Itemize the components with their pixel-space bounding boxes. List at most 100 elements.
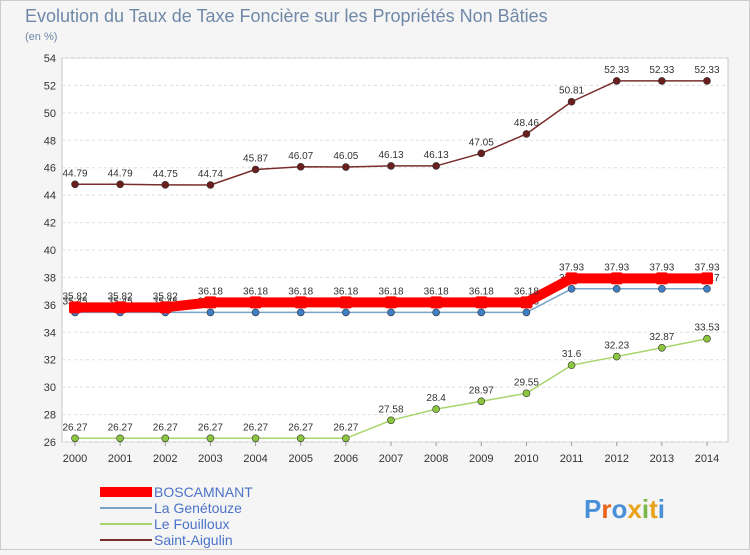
- y-tick-label: 52: [44, 80, 56, 92]
- data-point: [251, 308, 260, 317]
- x-tick-label: 2009: [469, 453, 493, 465]
- x-tick-label: 2013: [650, 453, 674, 465]
- data-point: [610, 272, 623, 285]
- x-tick-label: 2012: [604, 453, 628, 465]
- data-label: 52.33: [649, 65, 674, 76]
- logo-letter: t: [649, 494, 658, 524]
- data-label: 37.93: [604, 262, 629, 273]
- data-label: 26.27: [108, 422, 133, 433]
- x-tick-label: 2001: [108, 453, 132, 465]
- data-label: 52.33: [604, 65, 629, 76]
- data-point: [612, 352, 621, 361]
- y-tick-label: 36: [44, 300, 56, 312]
- data-point: [296, 434, 305, 443]
- data-point: [116, 180, 124, 189]
- data-label: 37.93: [649, 262, 674, 273]
- logo-letter: x: [627, 494, 642, 524]
- data-point: [161, 434, 170, 443]
- data-label: 36.18: [198, 286, 223, 297]
- data-label: 29.55: [514, 377, 539, 388]
- y-tick-label: 48: [44, 135, 56, 147]
- data-point: [342, 163, 350, 171]
- data-label: 47.05: [469, 137, 494, 148]
- logo-letter: o: [611, 494, 627, 524]
- data-point: [703, 285, 711, 293]
- data-point: [114, 301, 127, 314]
- y-tick-label: 26: [44, 437, 56, 449]
- x-tick-label: 2004: [243, 453, 267, 465]
- legend-label-le-fouilloux: Le Fouilloux: [154, 516, 230, 532]
- data-label: 32.87: [649, 332, 674, 343]
- x-tick-label: 2005: [288, 453, 312, 465]
- data-label: 46.05: [333, 151, 358, 162]
- data-point: [567, 361, 576, 370]
- data-point: [159, 301, 172, 314]
- data-label: 36.18: [333, 286, 358, 297]
- data-point: [161, 181, 170, 189]
- data-point: [658, 77, 666, 85]
- data-label: 33.53: [694, 323, 719, 334]
- series-boscamnant: 35.82 35.82 35.82 36.18 36.18 36.18 36.18 36.18…: [62, 262, 720, 314]
- data-point: [658, 343, 666, 352]
- data-point: [658, 285, 666, 293]
- data-label: 36.18: [288, 286, 313, 297]
- chart-subtitle: (en %): [25, 31, 57, 43]
- y-tick-label: 38: [44, 272, 56, 284]
- data-point: [655, 272, 668, 285]
- data-label: 46.13: [378, 150, 403, 161]
- y-tick-label: 28: [44, 410, 56, 422]
- logo-text: Proxiti: [584, 494, 665, 524]
- data-point: [71, 434, 79, 443]
- data-label: 46.07: [288, 151, 313, 162]
- x-tick-label: 2006: [334, 453, 358, 465]
- y-tick-label: 32: [44, 355, 56, 367]
- x-tick-label: 2000: [63, 453, 87, 465]
- data-point: [701, 272, 713, 285]
- data-label: 26.27: [288, 422, 313, 433]
- data-label: 27.58: [378, 404, 403, 415]
- data-label: 48.46: [514, 118, 539, 129]
- data-label: 26.27: [62, 422, 87, 433]
- y-tick-label: 40: [44, 245, 56, 257]
- y-tick-label: 44: [44, 190, 56, 202]
- data-point: [703, 77, 711, 85]
- data-label: 26.27: [333, 422, 358, 433]
- data-label: 26.27: [243, 422, 268, 433]
- data-point: [206, 434, 215, 443]
- data-point: [342, 308, 350, 317]
- data-label: 44.79: [62, 168, 87, 179]
- data-label: 44.74: [198, 169, 223, 180]
- y-axis-ticks: 26 28 30 32 34 36 38 40 42 44 46 48 50 52 54: [44, 53, 56, 449]
- data-label: 36.18: [514, 286, 539, 297]
- data-point: [567, 285, 576, 293]
- data-point: [249, 296, 262, 309]
- data-label: 36.18: [378, 286, 403, 297]
- data-point: [432, 308, 440, 317]
- data-point: [520, 296, 533, 309]
- y-tick-label: 50: [44, 108, 56, 120]
- data-label: 45.87: [243, 153, 268, 164]
- data-point: [387, 416, 395, 425]
- data-point: [612, 285, 621, 293]
- data-point: [204, 296, 217, 309]
- series-saint-aigulin: 44.79 44.79 44.75 44.74 45.87 46.07 46.05 46.13…: [62, 65, 720, 189]
- data-label: 37.93: [694, 262, 719, 273]
- legend-label-saint-aigulin: Saint-Aigulin: [154, 532, 233, 548]
- x-tick-label: 2002: [153, 453, 177, 465]
- data-point: [522, 130, 531, 138]
- data-point: [339, 296, 352, 309]
- data-label: 36.18: [243, 286, 268, 297]
- logo-letter: i: [658, 494, 665, 524]
- data-point: [432, 162, 440, 170]
- data-point: [612, 77, 621, 85]
- data-point: [385, 296, 397, 309]
- data-point: [522, 389, 531, 398]
- data-point: [703, 334, 711, 343]
- data-label: 28.4: [426, 393, 446, 404]
- data-point: [251, 165, 260, 174]
- legend: BOSCAMNANT La Genétouze Le Fouilloux Sai…: [100, 484, 253, 548]
- data-label: 35.82: [62, 291, 87, 302]
- legend-label-la-genetouze: La Genétouze: [154, 500, 242, 516]
